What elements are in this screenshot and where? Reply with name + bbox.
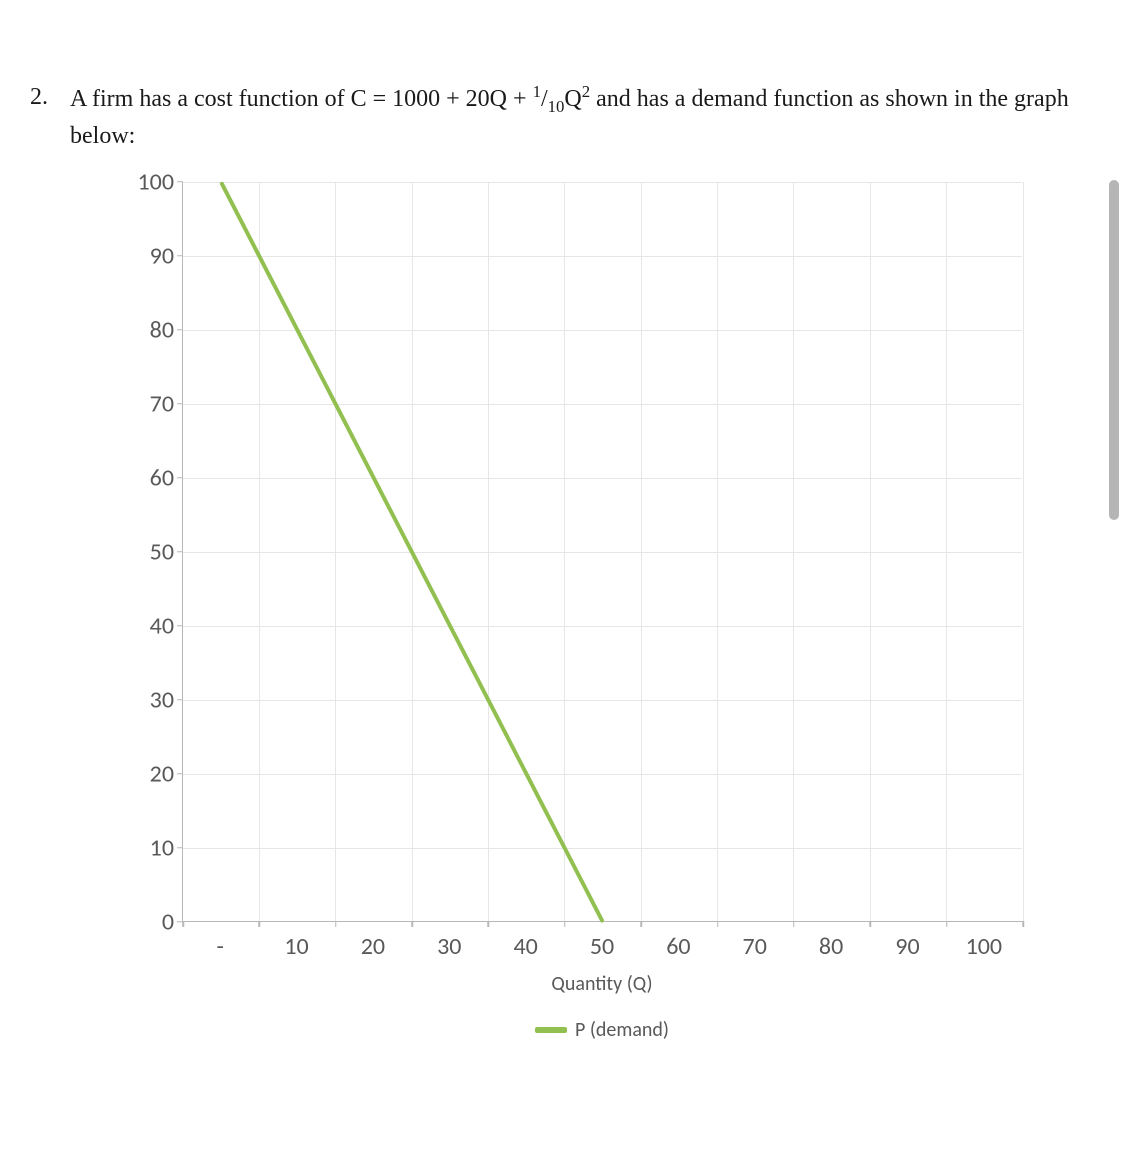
- x-tick-mark: [182, 921, 184, 927]
- gridline-horizontal: [183, 478, 1022, 479]
- y-tick-mark: [177, 255, 183, 257]
- y-tick-mark: [177, 551, 183, 553]
- question-text-prefix: A firm has a cost function of C = 1000 +…: [70, 86, 533, 112]
- chart-container: Quantity (Q) P (demand) 0102030405060708…: [90, 172, 1090, 962]
- chart: Quantity (Q) P (demand) 0102030405060708…: [90, 172, 1050, 962]
- x-tick-label: 70: [725, 932, 785, 961]
- y-tick-label: 40: [104, 611, 174, 640]
- y-tick-label: 60: [104, 463, 174, 492]
- gridline-horizontal: [183, 256, 1022, 257]
- gridline-horizontal: [183, 330, 1022, 331]
- y-tick-label: 70: [104, 389, 174, 418]
- x-tick-label: 60: [648, 932, 708, 961]
- x-tick-label: 100: [954, 932, 1014, 961]
- gridline-horizontal: [183, 552, 1022, 553]
- legend: P (demand): [182, 1018, 1022, 1042]
- gridline-vertical: [946, 182, 947, 921]
- y-tick-label: 90: [104, 241, 174, 270]
- x-tick-mark: [870, 921, 872, 927]
- question-text-mid: Q: [564, 86, 581, 112]
- scrollbar-thumb[interactable]: [1109, 180, 1119, 520]
- y-tick-mark: [177, 773, 183, 775]
- gridline-vertical: [717, 182, 718, 921]
- y-tick-mark: [177, 699, 183, 701]
- x-tick-mark: [488, 921, 490, 927]
- gridline-vertical: [870, 182, 871, 921]
- x-tick-label: 20: [343, 932, 403, 961]
- gridline-vertical: [335, 182, 336, 921]
- x-tick-label: 40: [496, 932, 556, 961]
- question-text: A firm has a cost function of C = 1000 +…: [70, 80, 1095, 154]
- x-tick-mark: [793, 921, 795, 927]
- x-tick-mark: [717, 921, 719, 927]
- legend-label: P (demand): [575, 1018, 669, 1042]
- gridline-vertical: [488, 182, 489, 921]
- gridline-vertical: [1023, 182, 1024, 921]
- gridline-vertical: [641, 182, 642, 921]
- gridline-vertical: [259, 182, 260, 921]
- gridline-horizontal: [183, 700, 1022, 701]
- x-tick-mark: [564, 921, 566, 927]
- x-tick-mark: [411, 921, 413, 927]
- x-tick-label: 10: [267, 932, 327, 961]
- y-tick-label: 10: [104, 833, 174, 862]
- x-tick-label: -: [190, 932, 250, 961]
- question-number: 2.: [30, 80, 70, 154]
- y-tick-label: 20: [104, 759, 174, 788]
- x-tick-mark: [640, 921, 642, 927]
- x-tick-mark: [259, 921, 261, 927]
- y-tick-label: 100: [104, 167, 174, 196]
- x-tick-mark: [335, 921, 337, 927]
- y-tick-mark: [177, 181, 183, 183]
- y-tick-mark: [177, 403, 183, 405]
- x-tick-mark: [1022, 921, 1024, 927]
- legend-swatch: [535, 1027, 567, 1033]
- gridline-vertical: [793, 182, 794, 921]
- fraction-denominator: 10: [548, 97, 565, 116]
- y-tick-label: 50: [104, 537, 174, 566]
- gridline-horizontal: [183, 404, 1022, 405]
- gridline-horizontal: [183, 626, 1022, 627]
- gridline-horizontal: [183, 848, 1022, 849]
- y-tick-label: 30: [104, 685, 174, 714]
- y-tick-mark: [177, 477, 183, 479]
- plot-area: [182, 182, 1022, 922]
- x-tick-label: 90: [877, 932, 937, 961]
- y-tick-mark: [177, 329, 183, 331]
- page: 2. A firm has a cost function of C = 100…: [0, 0, 1125, 1156]
- gridline-horizontal: [183, 182, 1022, 183]
- y-tick-mark: [177, 625, 183, 627]
- question-block: 2. A firm has a cost function of C = 100…: [30, 80, 1095, 154]
- gridline-vertical: [564, 182, 565, 921]
- y-tick-label: 80: [104, 315, 174, 344]
- x-tick-label: 30: [419, 932, 479, 961]
- exponent: 2: [582, 82, 590, 101]
- x-axis-title: Quantity (Q): [182, 972, 1022, 996]
- x-tick-label: 80: [801, 932, 861, 961]
- x-tick-label: 50: [572, 932, 632, 961]
- y-tick-label: 0: [104, 907, 174, 936]
- fraction-numerator: 1: [533, 82, 541, 101]
- x-tick-mark: [946, 921, 948, 927]
- gridline-horizontal: [183, 774, 1022, 775]
- y-tick-mark: [177, 847, 183, 849]
